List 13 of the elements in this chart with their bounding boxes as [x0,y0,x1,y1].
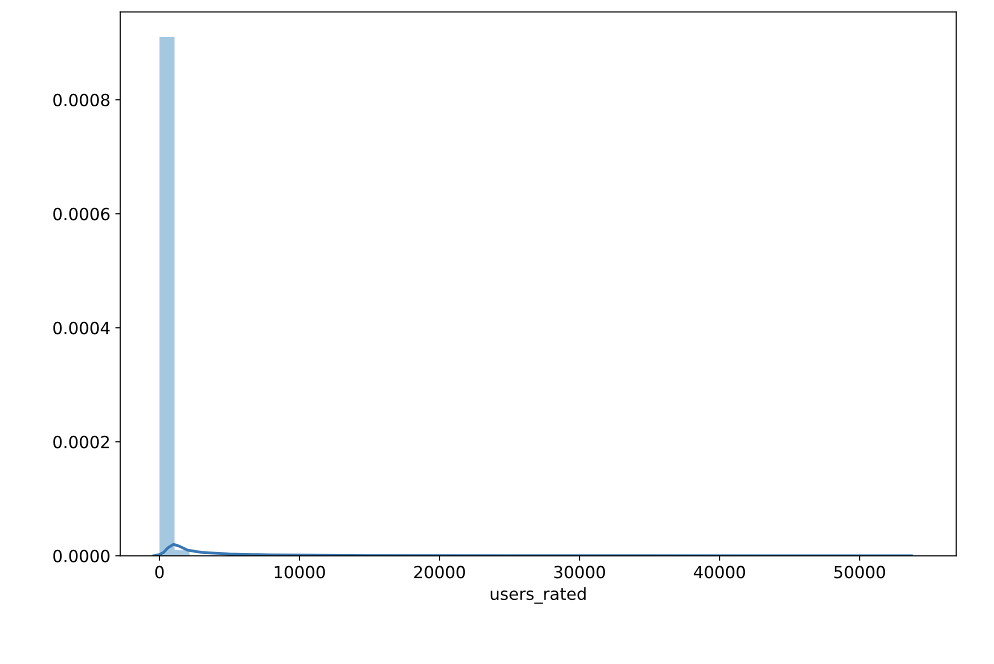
x-tick-label: 10000 [274,566,325,578]
x-tick-label: 20000 [414,566,465,578]
y-tick-label: 0.0000 [53,550,110,562]
x-axis-title: users_rated [490,587,586,604]
x-tick-label: 0 [155,566,164,578]
y-tick-label: 0.0008 [53,94,110,106]
x-tick-label: 50000 [834,566,886,578]
line-series [152,542,913,556]
x-tick-label: 30000 [554,566,605,578]
x-tick-label: 40000 [694,566,745,578]
y-tick-label: 0.0004 [53,322,110,334]
y-tick-label: 0.0002 [53,436,109,448]
y-tick-label: 0.0006 [53,208,110,220]
